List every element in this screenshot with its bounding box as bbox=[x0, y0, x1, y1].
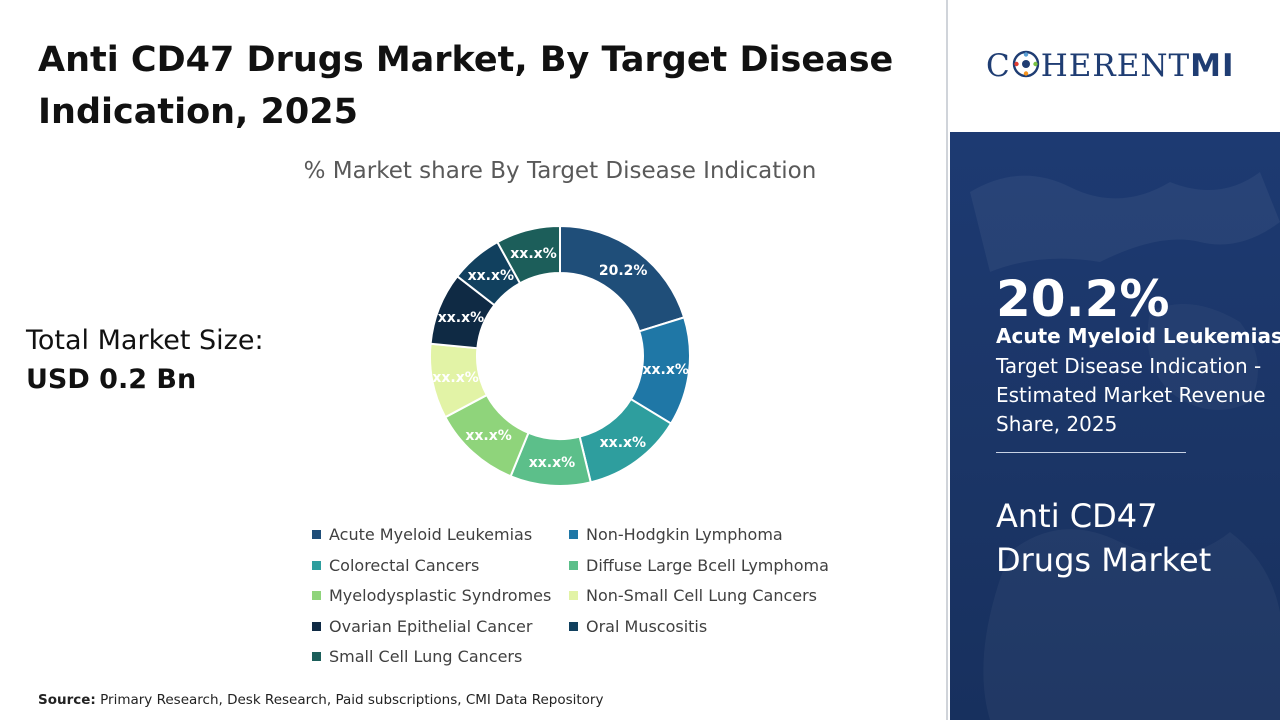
logo-text-end: HERENT bbox=[1040, 48, 1191, 84]
logo-text-mi: MI bbox=[1190, 48, 1235, 84]
slice-data-label: xx.x% bbox=[642, 362, 688, 378]
legend-label: Myelodysplastic Syndromes bbox=[329, 586, 552, 606]
legend-label: Ovarian Epithelial Cancer bbox=[329, 616, 533, 636]
legend-swatch bbox=[312, 530, 321, 540]
highlight-sidebar: C HERENTMI 20.2% Acute Myeloid Leukemias … bbox=[950, 0, 1280, 720]
legend-swatch bbox=[569, 560, 578, 570]
legend-item: Acute Myeloid Leukemias bbox=[312, 524, 569, 546]
logo-text-start: C bbox=[986, 48, 1011, 84]
legend-label: Small Cell Lung Cancers bbox=[329, 647, 523, 667]
source-text: Primary Research, Desk Research, Paid su… bbox=[100, 692, 604, 708]
divider bbox=[996, 452, 1186, 453]
highlight-percent: 20.2% bbox=[996, 270, 1170, 328]
legend-swatch bbox=[312, 560, 321, 570]
slice-data-label: xx.x% bbox=[468, 268, 514, 284]
legend-label: Diffuse Large Bcell Lymphoma bbox=[586, 555, 829, 575]
market-name: Anti CD47 Drugs Market bbox=[996, 497, 1212, 579]
chart-panel: Anti CD47 Drugs Market, By Target Diseas… bbox=[26, 0, 948, 720]
slice-data-label: xx.x% bbox=[432, 370, 478, 386]
legend-label: Non-Hodgkin Lymphoma bbox=[586, 525, 783, 545]
chart-legend: Acute Myeloid Leukemias Non-Hodgkin Lymph… bbox=[312, 524, 872, 668]
legend-label: Acute Myeloid Leukemias bbox=[329, 525, 533, 545]
slice-data-label: xx.x% bbox=[438, 310, 484, 326]
chart-title: % Market share By Target Disease Indicat… bbox=[303, 158, 817, 184]
slice-data-label: xx.x% bbox=[465, 428, 511, 444]
slice-data-label: xx.x% bbox=[529, 455, 575, 471]
donut-slice bbox=[496, 224, 561, 285]
brand-logo: C HERENTMI bbox=[986, 48, 1235, 87]
legend-swatch bbox=[569, 591, 578, 601]
highlight-segment: Acute Myeloid Leukemias bbox=[996, 324, 1280, 348]
highlight-description: Target Disease Indication - Estimated Ma… bbox=[996, 354, 1266, 436]
legend-label: Non-Small Cell Lung Cancers bbox=[586, 586, 818, 606]
legend-item: Small Cell Lung Cancers bbox=[312, 646, 569, 668]
total-market-label: Total Market Size: bbox=[26, 325, 264, 356]
source-note: Source: Primary Research, Desk Research,… bbox=[38, 692, 603, 708]
total-market-value: USD 0.2 Bn bbox=[26, 364, 197, 395]
legend-item: Colorectal Cancers bbox=[312, 555, 569, 577]
legend-swatch bbox=[312, 652, 321, 662]
legend-item: Myelodysplastic Syndromes bbox=[312, 585, 569, 607]
source-label: Source: bbox=[38, 692, 96, 708]
total-market-size: Total Market Size: USD 0.2 Bn bbox=[26, 322, 264, 400]
legend-swatch bbox=[569, 621, 578, 631]
legend-item: Oral Muscositis bbox=[569, 616, 849, 638]
logo-area: C HERENTMI bbox=[950, 0, 1280, 132]
legend-item: Non-Hodgkin Lymphoma bbox=[569, 524, 849, 546]
highlight-panel: 20.2% Acute Myeloid Leukemias Target Dis… bbox=[950, 132, 1280, 720]
slice-data-label: 20.2% bbox=[599, 263, 648, 279]
donut-chart: 20.2% xx.x% xx.x% xx.x% xx.x% xx.x% xx.x% xx.x%… bbox=[429, 224, 691, 487]
slice-data-label: xx.x% bbox=[600, 435, 646, 451]
world-map-background bbox=[970, 172, 1280, 720]
legend-item: Non-Small Cell Lung Cancers bbox=[569, 585, 849, 607]
legend-item: Ovarian Epithelial Cancer bbox=[312, 616, 569, 638]
legend-item: Diffuse Large Bcell Lymphoma bbox=[569, 555, 849, 577]
legend-swatch bbox=[312, 621, 321, 631]
slice-data-label: xx.x% bbox=[510, 246, 556, 262]
legend-label: Colorectal Cancers bbox=[329, 555, 480, 575]
legend-swatch bbox=[569, 530, 578, 540]
legend-label: Oral Muscositis bbox=[586, 616, 708, 636]
legend-swatch bbox=[312, 591, 321, 601]
page-title: Anti CD47 Drugs Market, By Target Diseas… bbox=[38, 40, 894, 132]
logo-globe-icon bbox=[1011, 49, 1041, 87]
